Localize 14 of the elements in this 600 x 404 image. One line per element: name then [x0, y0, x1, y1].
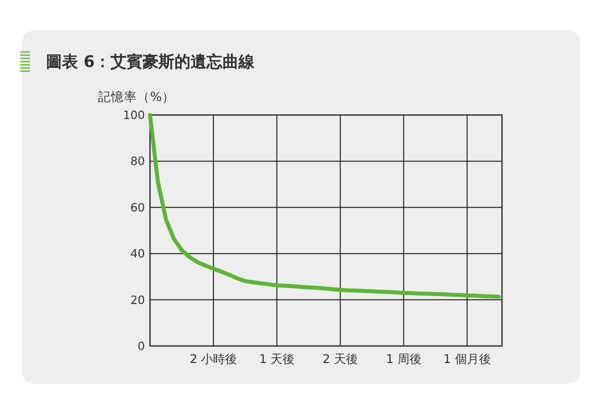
y-tick-label: 100: [123, 108, 145, 122]
x-tick-label: 2 小時後: [190, 352, 238, 366]
x-tick-label: 1 周後: [386, 352, 422, 366]
y-tick-label: 0: [138, 339, 145, 353]
line-series: [148, 113, 501, 299]
y-tick-label: 40: [130, 246, 145, 261]
y-tick-label: 80: [130, 154, 145, 168]
x-tick-label: 1 天後: [259, 352, 295, 366]
x-tick-label: 2 天後: [322, 352, 358, 366]
x-tick-label: 1 個月後: [443, 352, 491, 366]
y-tick-label: 60: [130, 200, 145, 214]
y-tick-label: 20: [130, 292, 145, 307]
y-axis-title: 記憶率（%）: [98, 89, 175, 104]
chart-title: 圖表 6：艾賓豪斯的遺忘曲線: [46, 52, 256, 71]
